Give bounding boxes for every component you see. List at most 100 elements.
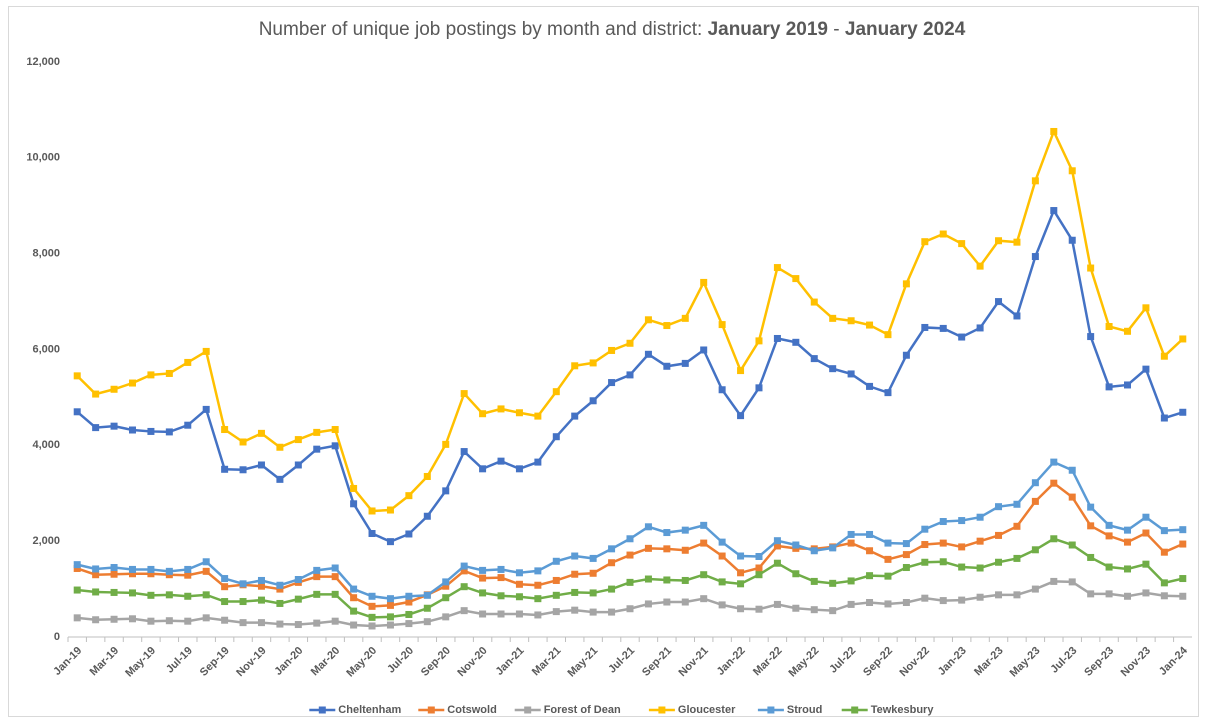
point-marker (810, 355, 818, 363)
point-marker (1013, 591, 1021, 599)
point-marker (737, 605, 745, 613)
point-marker (110, 564, 118, 572)
point-marker (866, 599, 874, 606)
point-marker (939, 558, 947, 566)
point-marker (589, 554, 597, 562)
point-marker (497, 405, 505, 413)
point-marker (386, 601, 394, 609)
point-marker (257, 461, 265, 469)
point-marker (276, 443, 284, 451)
point-marker (681, 598, 689, 606)
point-marker (1013, 238, 1021, 246)
point-marker (460, 567, 468, 575)
point-marker (718, 538, 726, 546)
point-marker (792, 541, 800, 549)
point-marker (405, 620, 413, 628)
point-marker (608, 585, 616, 593)
point-marker (110, 422, 118, 430)
point-marker (313, 445, 321, 453)
point-marker (442, 440, 450, 448)
point-marker (110, 570, 118, 578)
point-marker (829, 579, 837, 587)
title-part: Number of unique job postings by month a… (259, 19, 708, 40)
point-marker (884, 555, 892, 563)
point-marker (479, 610, 487, 618)
point-marker (331, 564, 339, 572)
point-marker (1087, 553, 1095, 561)
point-marker (958, 240, 966, 248)
point-marker (147, 617, 155, 625)
point-marker (773, 264, 781, 272)
point-marker (773, 559, 781, 567)
point-marker (184, 571, 192, 579)
point-marker (1179, 408, 1187, 416)
point-marker (921, 541, 929, 549)
legend-label: Forest of Dean (544, 704, 621, 716)
point-marker (221, 426, 229, 434)
point-marker (1068, 541, 1076, 549)
point-marker (1087, 590, 1095, 598)
point-marker (423, 512, 431, 520)
point-marker (331, 426, 339, 434)
point-marker (331, 442, 339, 450)
point-marker (902, 280, 910, 288)
legend-marker (524, 706, 532, 714)
point-marker (792, 604, 800, 612)
point-marker (1087, 503, 1095, 511)
point-marker (958, 543, 966, 551)
point-marker (73, 408, 81, 416)
point-marker (700, 595, 708, 603)
legend-marker (318, 706, 326, 714)
point-marker (1013, 522, 1021, 530)
point-marker (184, 565, 192, 573)
point-marker (1160, 414, 1168, 422)
point-marker (1087, 522, 1095, 530)
point-marker (552, 557, 560, 565)
point-marker (718, 601, 726, 609)
point-marker (202, 591, 210, 599)
point-marker (534, 611, 542, 619)
point-marker (479, 410, 487, 418)
point-marker (92, 424, 100, 432)
point-marker (1068, 578, 1076, 586)
point-marker (1087, 333, 1095, 341)
point-marker (847, 577, 855, 585)
point-marker (1013, 500, 1021, 508)
point-marker (147, 371, 155, 379)
point-marker (534, 581, 542, 589)
point-marker (1105, 521, 1113, 529)
point-marker (589, 569, 597, 577)
point-marker (405, 598, 413, 606)
point-marker (608, 608, 616, 616)
point-marker (497, 574, 505, 582)
point-marker (350, 585, 358, 593)
point-marker (681, 576, 689, 584)
point-marker (313, 590, 321, 598)
point-marker (810, 298, 818, 306)
point-marker (239, 598, 247, 606)
point-marker (663, 545, 671, 553)
point-marker (1124, 565, 1132, 573)
point-marker (773, 334, 781, 342)
point-marker (552, 433, 560, 441)
point-marker (460, 607, 468, 615)
point-marker (442, 578, 450, 586)
point-marker (939, 324, 947, 332)
point-marker (1142, 513, 1150, 521)
point-marker (608, 545, 616, 553)
point-marker (626, 371, 634, 379)
title-part: - (828, 19, 845, 40)
point-marker (331, 590, 339, 598)
point-marker (718, 578, 726, 586)
point-marker (902, 540, 910, 548)
point-marker (810, 547, 818, 555)
point-marker (589, 397, 597, 405)
y-tick-label: 10,000 (26, 152, 60, 164)
point-marker (110, 588, 118, 596)
point-marker (1031, 253, 1039, 261)
point-marker (700, 571, 708, 579)
point-marker (276, 581, 284, 589)
point-marker (165, 591, 173, 599)
point-marker (202, 558, 210, 566)
